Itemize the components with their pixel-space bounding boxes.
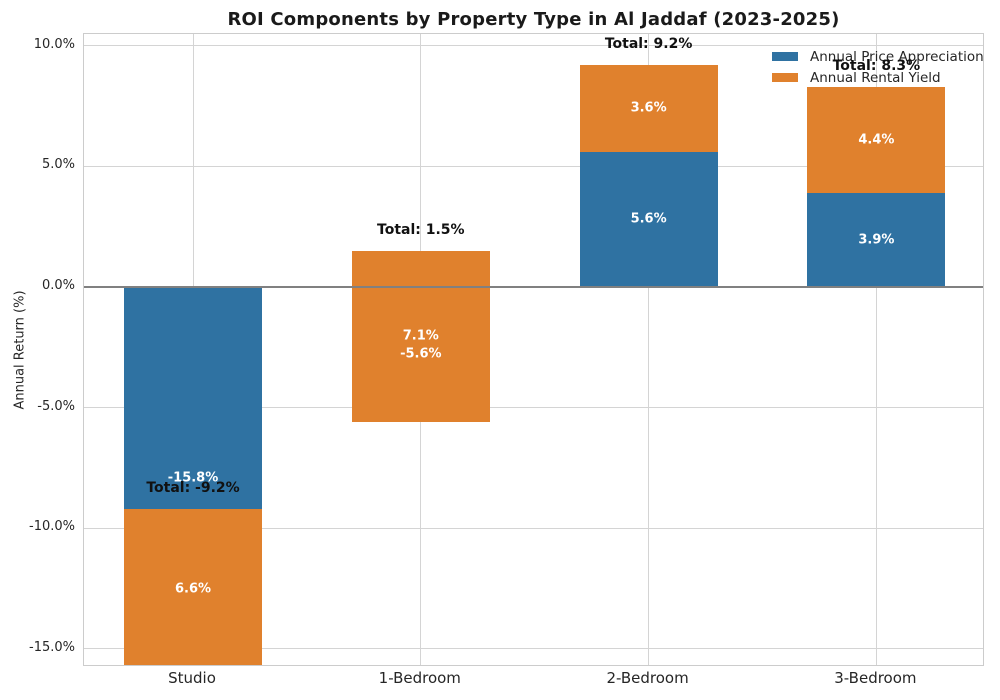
y-gridline <box>84 648 983 650</box>
y-gridline <box>84 407 983 409</box>
y-gridline <box>84 165 983 167</box>
bar-segment-price-appreciation <box>807 192 946 287</box>
bar-segment-price-appreciation <box>579 151 718 287</box>
total-label: Total: 1.5% <box>377 222 465 239</box>
zero-line <box>84 285 983 288</box>
x-tick-label: 2-Bedroom <box>606 669 689 687</box>
y-tick-label: -5.0% <box>37 398 75 414</box>
bar-value-label: 3.9% <box>858 232 895 248</box>
total-label: Total: -9.2% <box>146 480 240 497</box>
x-tick-label: 3-Bedroom <box>834 669 917 687</box>
plot-area: -15.8% 6.6% Total: -9.2% -5.6% 7.1% Total: 1.… <box>83 33 984 666</box>
bar-value-label: 6.6% <box>174 581 212 597</box>
legend-swatch <box>772 52 798 61</box>
legend-label: Annual Rental Yield <box>810 69 941 86</box>
y-tick-label: 5.0% <box>41 157 75 173</box>
x-gridline <box>648 34 650 665</box>
x-tick-label: Studio <box>168 669 216 687</box>
bar-segment-rental-yield <box>124 508 262 665</box>
bar-value-label: -15.8% <box>167 470 219 486</box>
y-gridline <box>84 45 983 47</box>
bar-value-label: 4.4% <box>858 132 895 148</box>
bar-value-label: -5.6% <box>400 346 442 362</box>
bar-segment-rental-yield <box>807 86 946 193</box>
x-tick-label: 1-Bedroom <box>378 669 461 687</box>
legend-row: Annual Rental Yield <box>772 67 984 88</box>
x-gridline <box>875 34 877 665</box>
legend: Annual Price Appreciation Annual Rental Y… <box>772 46 984 88</box>
y-tick-label: 0.0% <box>41 277 75 293</box>
y-tick-label: -10.0% <box>29 519 75 535</box>
y-axis-label: Annual Return (%) <box>12 290 28 410</box>
legend-row: Annual Price Appreciation <box>772 46 984 67</box>
legend-swatch <box>772 73 798 82</box>
legend-label: Annual Price Appreciation <box>810 48 984 65</box>
bar-segment-rental-yield <box>351 250 490 423</box>
total-label: Total: 8.3% <box>832 58 921 75</box>
bar-value-label: 3.6% <box>630 100 667 116</box>
total-label: Total: 9.2% <box>604 36 693 53</box>
bar-value-label: 7.1% <box>402 328 439 344</box>
bar-segment-rental-yield <box>579 64 718 152</box>
chart-title: ROI Components by Property Type in Al Ja… <box>227 9 840 30</box>
y-gridline <box>84 527 983 529</box>
y-tick-label: 10.0% <box>33 36 75 52</box>
bar-value-label: 5.6% <box>630 211 667 227</box>
y-tick-label: -15.0% <box>29 639 75 655</box>
